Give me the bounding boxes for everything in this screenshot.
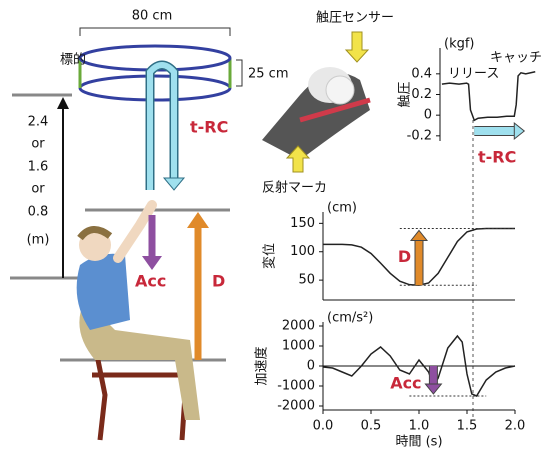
x-tick-label: 2.0 xyxy=(505,419,526,434)
y-tick-label: 100 xyxy=(290,244,315,259)
unit-label: (cm/s²) xyxy=(327,311,373,326)
bracket xyxy=(80,28,230,36)
trc-arrow-outline xyxy=(150,65,174,190)
height-label: 25 cm xyxy=(248,67,289,82)
annotation: キャッチ xyxy=(490,51,542,66)
height-option: 0.8 xyxy=(28,205,49,220)
unit-label: (kgf) xyxy=(444,37,475,52)
torso xyxy=(77,254,130,330)
x-tick-label: 1.0 xyxy=(409,419,430,434)
y-tick-label: 2000 xyxy=(282,319,315,334)
arm xyxy=(118,205,152,258)
y-axis-label: 触圧 xyxy=(398,81,413,107)
x-tick-label: 0.0 xyxy=(313,419,334,434)
trc-arrow-head xyxy=(514,123,524,139)
y-axis-label: 変位 xyxy=(262,243,278,269)
annotation: Acc xyxy=(390,374,421,393)
y-axis-label: 加速度 xyxy=(254,346,270,385)
height-option: 2.4 xyxy=(28,115,49,130)
height-option: or xyxy=(31,137,45,152)
figure: 80 cm 標的 25 cm 2.4 or 1.6 or 0.8 (m) t-R… xyxy=(0,0,545,451)
y-tick-label: 0.2 xyxy=(411,87,432,102)
y-tick-label: 150 xyxy=(290,216,315,231)
bracket xyxy=(236,60,242,86)
annotation: D xyxy=(398,247,411,266)
d-label: D xyxy=(212,272,225,291)
y-tick-label: -1000 xyxy=(277,379,315,394)
acc-arrow-head xyxy=(142,256,162,270)
height-unit: (m) xyxy=(27,233,50,248)
sensor xyxy=(326,76,354,104)
annotation: リリース xyxy=(448,67,499,82)
acc-label: Acc xyxy=(135,272,166,291)
y-tick-label: 50 xyxy=(298,273,315,288)
annotation: t-RC xyxy=(478,148,516,167)
d-arrow-head xyxy=(411,230,427,240)
x-tick-label: 0.5 xyxy=(361,419,382,434)
y-tick-label: -0.2 xyxy=(407,128,432,143)
sensor-label: 触圧センサー xyxy=(316,11,394,26)
y-tick-label: -2000 xyxy=(277,399,315,414)
height-option: or xyxy=(31,182,45,197)
width-label: 80 cm xyxy=(132,9,173,24)
y-tick-label: 0 xyxy=(307,359,315,374)
x-tick-label: 1.5 xyxy=(457,419,478,434)
trc-arrow-head xyxy=(164,178,184,190)
sensor-pointer xyxy=(346,32,368,62)
trc-label: t-RC xyxy=(190,118,228,137)
y-tick-label: 0.4 xyxy=(411,66,432,81)
ring xyxy=(80,76,230,100)
height-option: 1.6 xyxy=(28,160,49,175)
acc-arrow-head xyxy=(425,384,441,394)
person xyxy=(77,205,200,440)
target-label: 標的 xyxy=(60,52,86,68)
unit-label: (cm) xyxy=(327,201,357,216)
y-tick-label: 1000 xyxy=(282,339,315,354)
x-axis-label: 時間 (s) xyxy=(395,435,442,450)
y-tick-label: 0 xyxy=(424,108,432,123)
d-arrow-head xyxy=(187,212,209,228)
marker-label: 反射マーカ xyxy=(262,180,327,196)
